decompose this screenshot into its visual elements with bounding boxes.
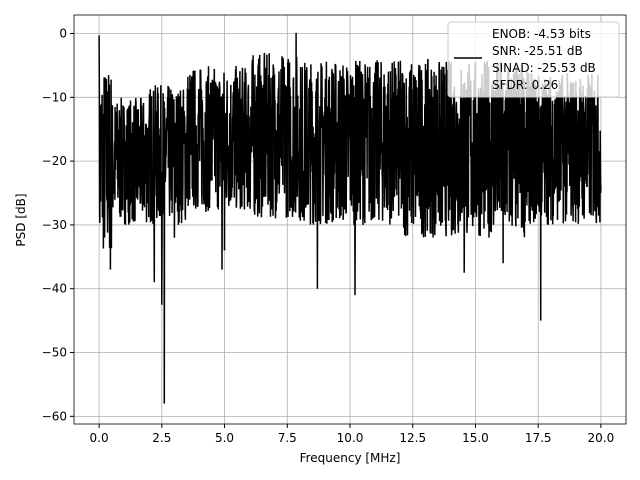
x-tick-label: 7.5 xyxy=(278,431,297,445)
y-axis-label: PSD [dB] xyxy=(14,193,28,246)
x-axis-label: Frequency [MHz] xyxy=(300,451,401,465)
y-tick-label: −10 xyxy=(42,90,67,104)
legend-snr: SNR: -25.51 dB xyxy=(492,44,583,58)
legend: ENOB: -4.53 bits SNR: -25.51 dB SINAD: -… xyxy=(447,21,620,98)
y-tick-label: −60 xyxy=(42,409,67,423)
legend-sfdr: SFDR: 0.26 xyxy=(492,78,558,92)
y-tick-label: −20 xyxy=(42,154,67,168)
y-tick-label: −50 xyxy=(42,346,67,360)
x-tick-label: 12.5 xyxy=(399,431,426,445)
x-tick-label: 15.0 xyxy=(462,431,489,445)
y-tick-label: −40 xyxy=(42,282,67,296)
x-tick-label: 20.0 xyxy=(588,431,615,445)
legend-sinad: SINAD: -25.53 dB xyxy=(492,61,596,75)
ticks: 0.0 2.5 5.0 7.5 10.0 12.5 15.0 17.5 20.0 0 −10 −20 −… xyxy=(42,27,615,445)
x-tick-label: 17.5 xyxy=(525,431,552,445)
x-tick-label: 0.0 xyxy=(90,431,109,445)
x-tick-label: 10.0 xyxy=(337,431,364,445)
x-tick-label: 2.5 xyxy=(152,431,171,445)
x-tick-label: 5.0 xyxy=(215,431,234,445)
legend-box xyxy=(447,21,620,98)
y-tick-label: 0 xyxy=(59,27,67,41)
legend-enob: ENOB: -4.53 bits xyxy=(492,27,591,41)
y-tick-label: −30 xyxy=(42,218,67,232)
